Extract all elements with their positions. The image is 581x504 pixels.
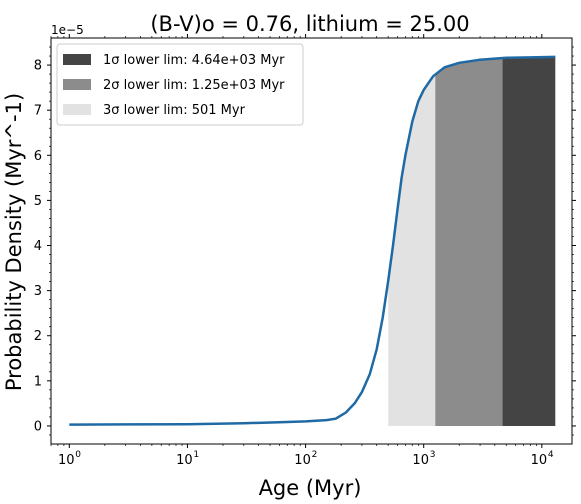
- legend-box: [56, 43, 304, 126]
- y-tick-label: 2: [34, 329, 42, 344]
- density-curve: [69, 55, 556, 426]
- legend-label-1: 1σ lower lim: 4.64e+03 Myr: [103, 53, 285, 68]
- y-tick-label: 3: [34, 284, 42, 299]
- x-tick-label: 10: [176, 453, 193, 468]
- legend-swatch-1: [63, 54, 91, 65]
- x-tick-label: 10: [294, 453, 311, 468]
- legend-label-3: 3σ lower lim: 501 Myr: [103, 103, 246, 118]
- x-tick-label: 10: [412, 453, 429, 468]
- plot-frame: [50, 37, 573, 445]
- x-tick-exponent: 3: [430, 450, 436, 460]
- legend-swatch-2: [63, 79, 91, 90]
- x-tick-label: 10: [58, 453, 75, 468]
- plot-area: [69, 55, 556, 427]
- legend: 1σ lower lim: 4.64e+03 Myr 2σ lower lim: …: [56, 43, 304, 126]
- legend-label-2: 2σ lower lim: 1.25e+03 Myr: [103, 78, 285, 93]
- y-tick-label: 6: [34, 149, 42, 164]
- x-tick-exponent: 1: [193, 450, 199, 460]
- y-tick-label: 0: [34, 419, 42, 434]
- x-tick-exponent: 2: [312, 450, 318, 460]
- confidence-band-2: [435, 58, 503, 426]
- chart-title: (B-V)o = 0.76, lithium = 25.00: [150, 12, 469, 36]
- y-tick-label: 1: [34, 374, 42, 389]
- y-tick-label: 7: [34, 104, 42, 119]
- x-axis-label: Age (Myr): [259, 476, 362, 500]
- confidence-band-1: [502, 56, 556, 427]
- x-tick-label: 10: [531, 453, 548, 468]
- y-tick-label: 4: [34, 239, 42, 254]
- y-tick-label: 8: [34, 59, 42, 74]
- confidence-band-3: [388, 74, 436, 426]
- legend-swatch-3: [63, 104, 91, 115]
- x-tick-exponent: 0: [75, 450, 81, 460]
- y-offset-label: 1e−5: [51, 23, 84, 37]
- y-axis-label: Probability Density (Myr^-1): [2, 93, 26, 391]
- x-tick-exponent: 4: [548, 450, 554, 460]
- y-tick-label: 5: [34, 194, 42, 209]
